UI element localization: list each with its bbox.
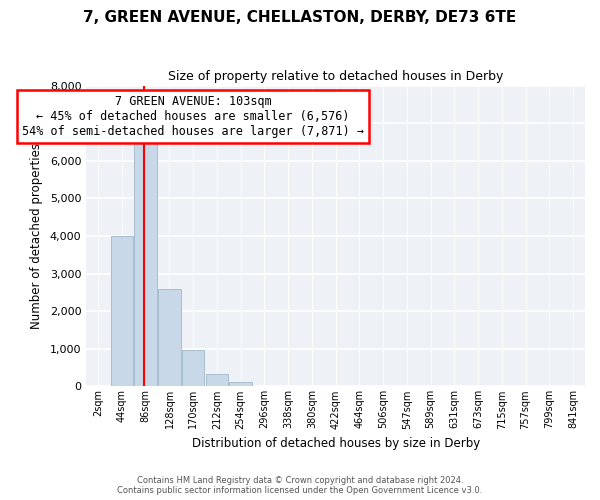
Bar (110, 236, 133, 386)
Title: Size of property relative to detached houses in Derby: Size of property relative to detached ho… (168, 70, 503, 83)
Bar (182, 350, 205, 386)
Text: 7, GREEN AVENUE, CHELLASTON, DERBY, DE73 6TE: 7, GREEN AVENUE, CHELLASTON, DERBY, DE73… (83, 10, 517, 25)
Bar (134, 139, 157, 386)
Text: Contains HM Land Registry data © Crown copyright and database right 2024.
Contai: Contains HM Land Registry data © Crown c… (118, 476, 482, 495)
Bar (158, 288, 181, 386)
Y-axis label: Number of detached properties: Number of detached properties (30, 143, 43, 329)
Bar (206, 374, 228, 386)
Bar (229, 382, 252, 386)
Text: 7 GREEN AVENUE: 103sqm
← 45% of detached houses are smaller (6,576)
54% of semi-: 7 GREEN AVENUE: 103sqm ← 45% of detached… (22, 95, 364, 138)
X-axis label: Distribution of detached houses by size in Derby: Distribution of detached houses by size … (191, 437, 480, 450)
